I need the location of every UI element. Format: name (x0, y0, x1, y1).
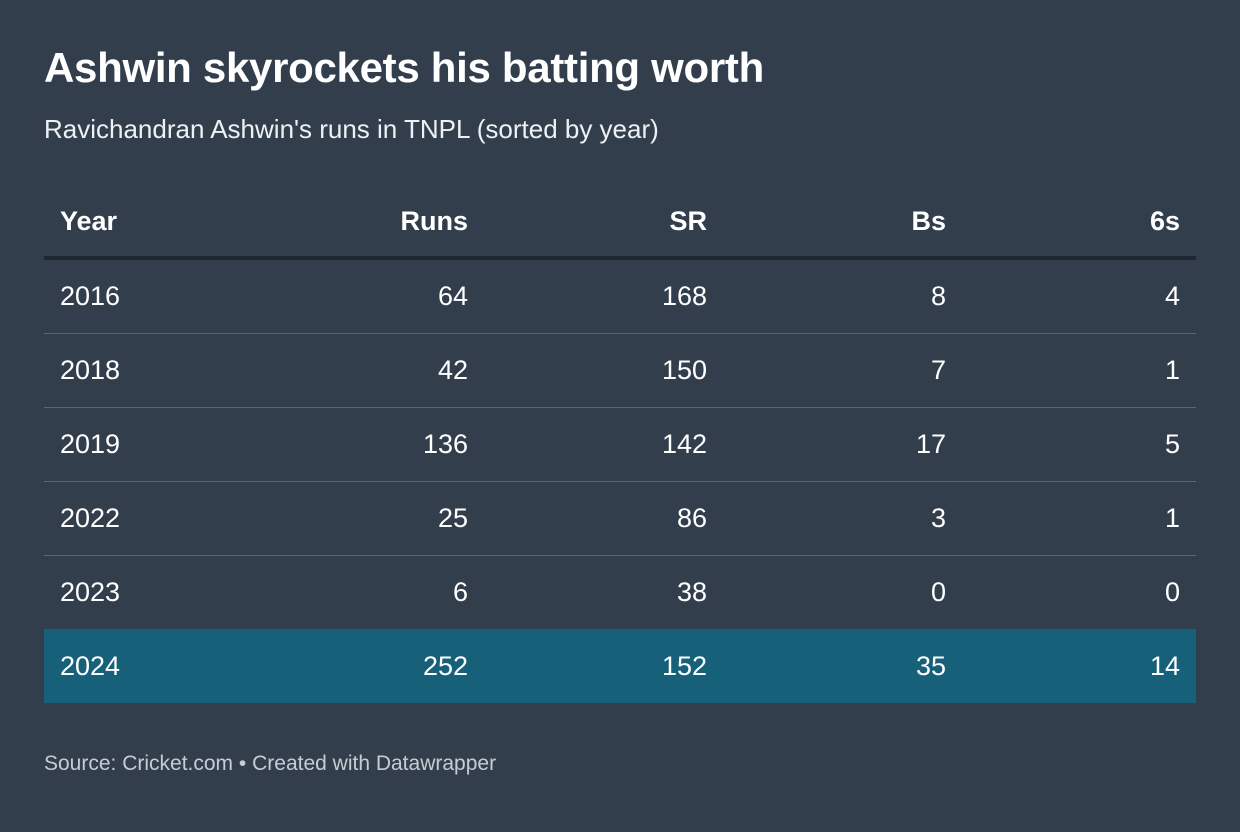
table-row: 2016 64 168 8 4 (44, 260, 1196, 334)
cell-sr: 38 (676, 577, 707, 607)
column-header-year: Year (60, 205, 118, 236)
cell-sr: 152 (661, 650, 707, 681)
cell-sr: 150 (661, 355, 707, 385)
column-header-runs: Runs (400, 205, 469, 236)
footer-separator: • (238, 752, 247, 775)
cell-runs: 6 (452, 577, 468, 607)
cell-runs: 64 (437, 281, 468, 311)
table-row: 2022 25 86 3 1 (44, 482, 1196, 556)
cell-6s: 4 (1164, 281, 1180, 311)
cell-runs: 252 (422, 650, 468, 681)
column-header-sr: SR (669, 205, 707, 236)
cell-sr: 142 (661, 429, 707, 459)
cell-year: 2023 (60, 577, 121, 607)
cell-bs: 8 (930, 281, 946, 311)
cell-bs: 3 (930, 503, 946, 533)
cell-year: 2024 (60, 650, 121, 681)
table-header-row: Year Runs SR Bs 6s (44, 186, 1196, 260)
cell-bs: 0 (930, 577, 946, 607)
table-row: 2018 42 150 7 1 (44, 334, 1196, 408)
cell-bs: 7 (930, 355, 946, 385)
chart-title: Ashwin skyrockets his batting worth (44, 44, 764, 91)
cell-runs: 42 (437, 355, 468, 385)
cell-year: 2019 (60, 429, 121, 459)
table-row-highlighted: 2024 252 152 35 14 (44, 629, 1196, 703)
table-row: 2019 136 142 17 5 (44, 408, 1196, 482)
data-table: Year Runs SR Bs 6s 2016 64 168 8 4 2018 … (44, 186, 1196, 703)
cell-sr: 168 (661, 281, 707, 311)
cell-year: 2022 (60, 503, 121, 533)
column-header-6s: 6s (1149, 205, 1180, 236)
cell-year: 2016 (60, 281, 121, 311)
table-row: 2023 6 38 0 0 (44, 556, 1196, 629)
cell-6s: 14 (1149, 650, 1180, 681)
cell-year: 2018 (60, 355, 121, 385)
cell-6s: 1 (1164, 503, 1180, 533)
source-text: Source: Cricket.com (44, 752, 234, 775)
cell-6s: 5 (1164, 429, 1180, 459)
credit-text: Created with Datawrapper (252, 752, 497, 775)
chart-subtitle: Ravichandran Ashwin's runs in TNPL (sort… (44, 114, 659, 144)
cell-sr: 86 (676, 503, 707, 533)
cell-6s: 0 (1164, 577, 1180, 607)
cell-runs: 25 (437, 503, 468, 533)
source-footer: Source: Cricket.com • Created with Dataw… (44, 752, 496, 776)
cell-bs: 35 (915, 650, 946, 681)
cell-runs: 136 (422, 429, 468, 459)
cell-6s: 1 (1164, 355, 1180, 385)
cell-bs: 17 (915, 429, 946, 459)
column-header-bs: Bs (911, 205, 946, 236)
